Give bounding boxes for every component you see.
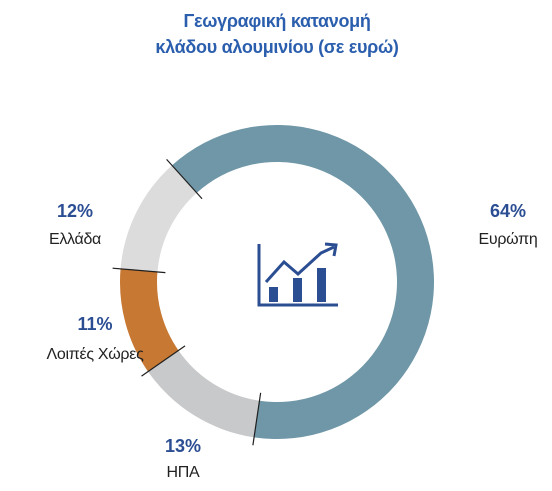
- value-label: 64%: [490, 201, 526, 221]
- icon-axis: [257, 244, 338, 307]
- segment-divider: [112, 267, 166, 274]
- category-label: ΗΠΑ: [167, 464, 201, 481]
- segment-divider: [252, 392, 262, 446]
- icon-bar: [317, 268, 326, 302]
- category-label: Ευρώπη: [479, 231, 538, 248]
- donut-segment: [120, 165, 197, 272]
- category-label: Λοιπές Χώρες: [47, 346, 145, 363]
- value-label: 11%: [77, 314, 112, 334]
- center-icon: [257, 242, 338, 307]
- value-label: 12%: [57, 201, 93, 221]
- chart-title: κλάδου αλουμινίου (σε ευρώ): [155, 37, 399, 57]
- chart-title: Γεωγραφική κατανομή: [183, 11, 370, 31]
- icon-bar: [293, 278, 302, 302]
- donut-segment: [171, 124, 435, 439]
- icon-trend: [264, 245, 335, 284]
- category-label: Ελλάδα: [49, 231, 101, 248]
- donut-segment: [148, 350, 260, 438]
- icon-bar: [269, 287, 278, 302]
- value-label: 13%: [165, 436, 201, 456]
- segment-divider: [141, 345, 186, 377]
- donut-segment: [120, 268, 179, 372]
- icon-arrow: [324, 242, 338, 257]
- segment-divider: [166, 158, 203, 200]
